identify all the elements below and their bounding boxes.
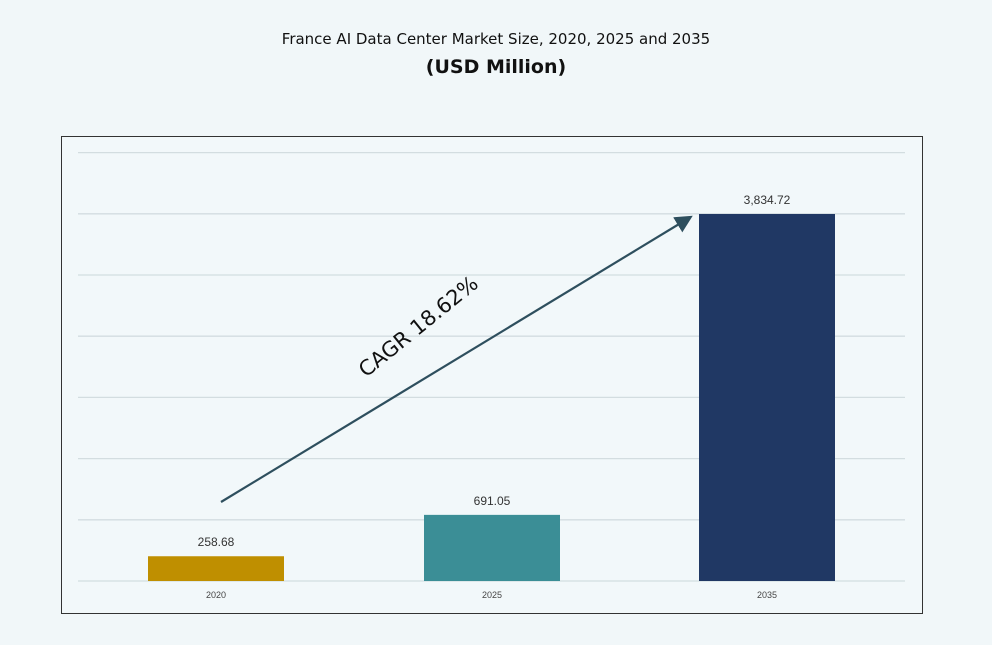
bar-2035 xyxy=(699,214,835,581)
chart-subtitle: (USD Million) xyxy=(425,56,567,78)
data-label-2035: 3,834.72 xyxy=(744,193,791,207)
data-label-2020: 258.68 xyxy=(198,535,235,549)
bar-2020 xyxy=(148,556,284,581)
chart-title: France AI Data Center Market Size, 2020,… xyxy=(281,30,711,48)
bar-2025 xyxy=(424,514,560,581)
cagr-annotation: CAGR 18.62% xyxy=(354,271,483,382)
cagr-arrow xyxy=(220,215,693,503)
x-tick-label-2035: 2035 xyxy=(757,590,777,600)
data-label-2025: 691.05 xyxy=(474,494,511,508)
x-tick-label-2025: 2025 xyxy=(482,590,502,600)
x-tick-label-2020: 2020 xyxy=(206,590,226,600)
